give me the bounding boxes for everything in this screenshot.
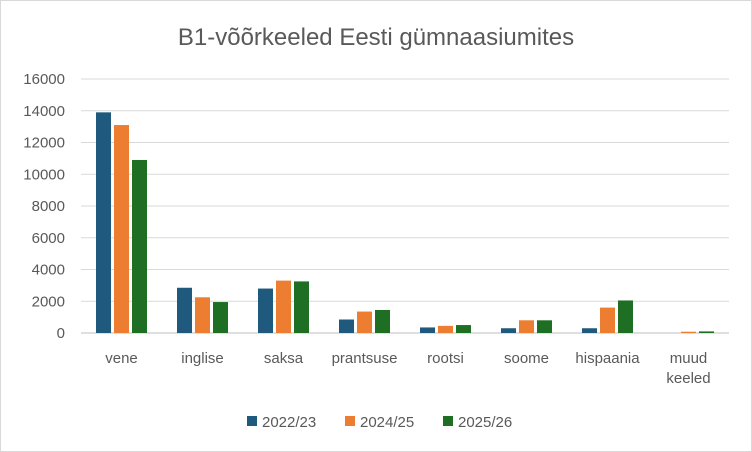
bar [132,159,147,333]
legend-swatch [345,416,355,426]
bar [96,112,111,334]
bar [213,302,228,333]
bar [501,328,516,333]
x-category-label: muud keeled [666,350,710,387]
y-tick-label: 12000 [23,135,65,152]
y-axis-ticks: 0 2000 4000 6000 8000 10000 12000 14000 16000 [23,71,65,342]
bar [699,331,714,333]
y-tick-label: 8000 [32,198,65,215]
bar [420,327,435,333]
y-tick-label: 16000 [23,71,65,88]
bar [519,320,534,333]
y-tick-label: 0 [57,325,65,342]
legend-label: 2022/23 [262,414,316,431]
bar [258,288,273,333]
bar [357,311,372,333]
legend-swatch [443,416,453,426]
bar [294,281,309,333]
bar [195,297,210,333]
x-category-label: saksa [264,350,304,367]
y-tick-label: 4000 [32,262,65,279]
x-axis-categories: vene inglise saksa prantsuse rootsi soome hisp… [105,350,710,387]
bar [438,325,453,333]
bar [114,125,129,333]
bar [456,325,471,333]
y-tick-label: 14000 [23,103,65,120]
x-category-label: hispaania [575,350,640,367]
chart-title: B1-võõrkeeled Eesti gümnaasiumites [178,24,574,51]
bar [339,319,354,333]
legend-label: 2025/26 [458,414,512,431]
bar [600,307,615,333]
bars [96,112,714,334]
bar [276,280,291,333]
x-category-label: soome [504,350,549,367]
bar [681,331,696,333]
bar [582,328,597,333]
x-category-label: inglise [181,350,224,367]
x-category-label: rootsi [427,350,464,367]
x-category-label: prantsuse [332,350,398,367]
bar [177,287,192,333]
y-tick-label: 6000 [32,230,65,247]
bar [537,320,552,333]
y-tick-label: 10000 [23,166,65,183]
bar [375,309,390,333]
y-tick-label: 2000 [32,293,65,310]
x-category-label: vene [105,350,138,367]
legend-label: 2024/25 [360,414,414,431]
legend: 2022/23 2024/25 2025/26 [247,414,512,431]
legend-swatch [247,416,257,426]
bar [618,300,633,333]
